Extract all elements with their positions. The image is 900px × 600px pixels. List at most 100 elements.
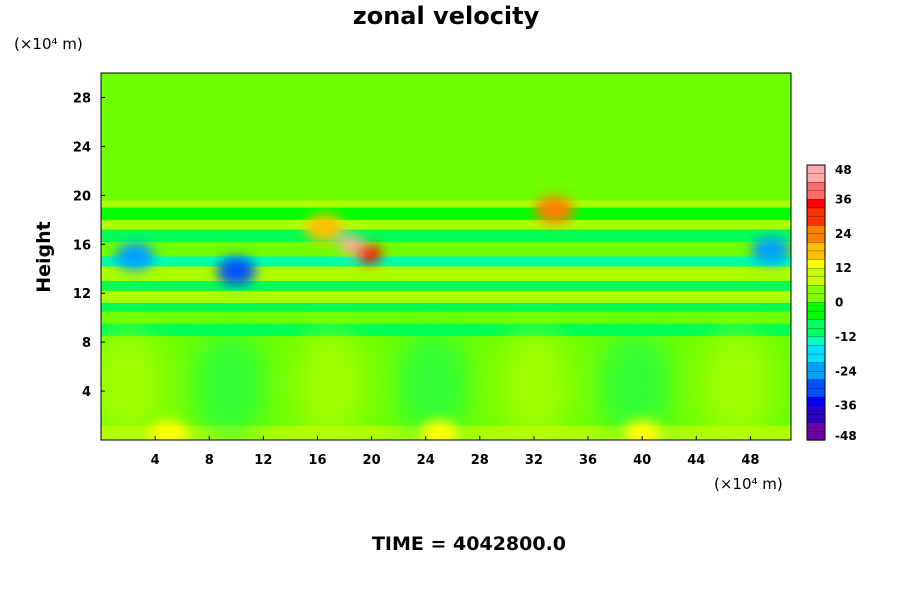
colorbar-tick-label: 24	[835, 227, 852, 241]
heatmap-band	[101, 256, 791, 267]
colorbar	[806, 164, 826, 441]
x-tick-label: 8	[205, 453, 214, 468]
x-tick-label: 16	[308, 453, 326, 468]
colorbar-tick-label: 12	[835, 261, 852, 275]
plot-frame	[100, 72, 792, 441]
y-tick-label: 4	[82, 385, 91, 400]
colorbar-tick-label: 36	[835, 192, 852, 206]
colorbar-swatch	[806, 182, 826, 192]
heatmap-feature	[338, 235, 364, 254]
x-tick-label: 40	[633, 453, 651, 468]
heatmap-feature	[534, 196, 574, 225]
colorbar-swatch	[806, 388, 826, 398]
colorbar-swatch	[806, 302, 826, 312]
colorbar-swatch	[806, 259, 826, 269]
colorbar-swatch	[806, 422, 826, 433]
colorbar-swatch	[806, 190, 826, 201]
colorbar-swatch	[806, 405, 826, 415]
colorbar-swatch	[806, 225, 826, 235]
colorbar-swatch	[806, 164, 826, 175]
heatmap-band	[101, 219, 791, 230]
x-tick-label: 48	[741, 453, 759, 468]
y-tick-label: 24	[73, 140, 91, 155]
heatmap-feature	[356, 245, 382, 264]
x-tick-label: 28	[471, 453, 489, 468]
colorbar-swatch	[806, 319, 826, 329]
colorbar-tick-label: -24	[835, 364, 857, 378]
heatmap-band	[101, 200, 791, 208]
y-tick-label: 28	[73, 91, 91, 106]
y-tick-label: 8	[82, 336, 91, 351]
colorbar-swatch	[806, 379, 826, 390]
colorbar-tick-label: -48	[835, 429, 857, 443]
x-tick-label: 36	[579, 453, 597, 468]
colorbar-swatch	[806, 285, 826, 295]
y-tick-label: 20	[73, 189, 91, 204]
x-tick-label: 20	[363, 453, 381, 468]
colorbar-swatch	[806, 414, 826, 424]
heatmap-band	[101, 311, 791, 324]
heatmap-cell	[193, 329, 266, 440]
x-tick-label: 4	[151, 453, 160, 468]
y-axis-unit: (×10⁴ m)	[14, 35, 83, 53]
x-tick-label: 44	[687, 453, 705, 468]
colorbar-ticks: 48 36 24 12 0 -12 -24 -36 -48	[835, 163, 857, 443]
colorbar-swatch	[806, 216, 826, 226]
heatmap-band	[101, 191, 791, 201]
colorbar-swatch	[806, 267, 826, 278]
heatmap-feature	[115, 242, 155, 271]
heatmap-feature	[216, 257, 256, 286]
x-axis-unit: (×10⁴ m)	[714, 475, 783, 493]
heatmap-feature	[751, 236, 791, 265]
colorbar-swatch	[806, 345, 826, 355]
y-axis-ticks: 4 8 12 16 20 24 28	[73, 91, 105, 400]
heatmap-features	[115, 196, 791, 440]
x-axis-ticks: 4 8 12 16 20 24 28 32 36 40 44 48	[151, 436, 759, 468]
heatmap-blobs	[101, 329, 773, 440]
heatmap-band	[101, 302, 791, 312]
colorbar-swatch	[806, 396, 826, 407]
colorbar-tick-label: 0	[835, 296, 843, 310]
colorbar-swatch	[806, 362, 826, 372]
heatmap-band	[101, 266, 791, 281]
y-tick-label: 12	[73, 287, 91, 302]
x-tick-label: 32	[525, 453, 543, 468]
colorbar-swatch	[806, 431, 826, 441]
x-tick-label: 12	[254, 453, 272, 468]
colorbar-swatch	[806, 336, 826, 347]
y-axis-label: Height	[33, 221, 55, 293]
colorbar-swatch	[806, 293, 826, 304]
y-tick-label: 16	[73, 238, 91, 253]
heatmap-band	[101, 207, 791, 220]
heatmap-feature	[419, 419, 459, 440]
colorbar-swatch	[806, 310, 826, 321]
heatmap-cell	[497, 329, 570, 440]
colorbar-swatch	[806, 173, 826, 183]
colorbar-swatch	[806, 242, 826, 252]
colorbar-swatch	[806, 276, 826, 286]
colorbar-swatch	[806, 207, 826, 218]
heatmap-band	[101, 290, 791, 303]
colorbar-swatch	[806, 199, 826, 209]
chart-title: zonal velocity	[353, 2, 540, 30]
heatmap-feature	[304, 214, 344, 243]
colorbar-swatch	[806, 328, 826, 338]
colorbar-frame	[806, 164, 826, 441]
heatmap-band	[101, 229, 791, 242]
heatmap-cell	[700, 329, 773, 440]
heatmap-cell	[396, 329, 469, 440]
heatmap-band	[101, 73, 791, 192]
colorbar-tick-label: -12	[835, 330, 857, 344]
heatmap-band	[101, 241, 791, 257]
heatmap-cell	[599, 329, 672, 440]
colorbar-tick-label: -36	[835, 399, 857, 413]
colorbar-swatch	[806, 371, 826, 381]
colorbar-swatch	[806, 353, 826, 364]
x-tick-label: 24	[417, 453, 435, 468]
heatmap-plot-area	[101, 73, 791, 440]
colorbar-tick-label: 48	[835, 163, 852, 177]
heatmap-cell	[295, 329, 367, 440]
heatmap-band	[101, 280, 791, 291]
